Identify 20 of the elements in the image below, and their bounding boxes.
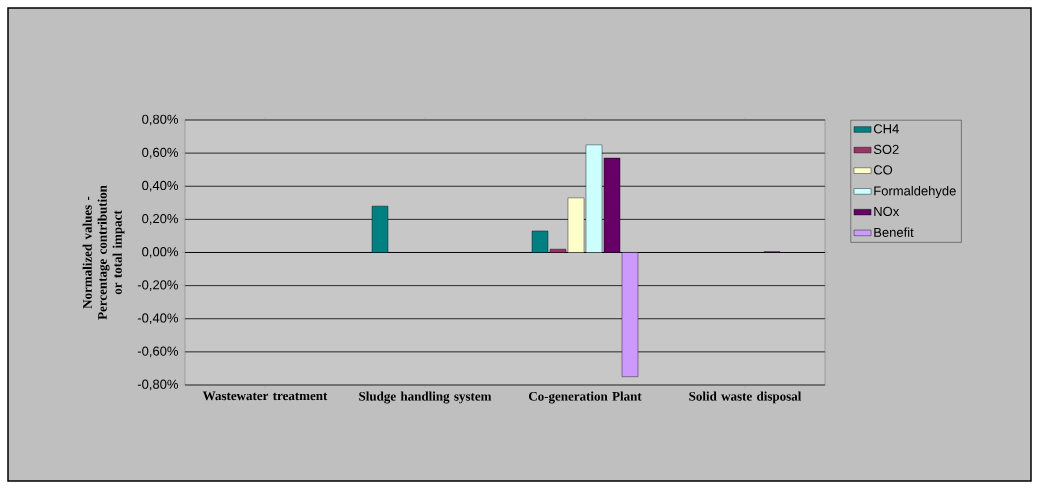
legend-label: CO: [873, 165, 893, 175]
legend-label: CH4: [873, 124, 899, 134]
legend-label: Benefit: [874, 227, 914, 237]
x-tick-label: Solid waste disposal: [689, 391, 802, 404]
y-tick-label: 0,20%: [142, 214, 179, 225]
y-tick-label: -0,20%: [137, 280, 179, 291]
y-tick-label: 0,80%: [142, 114, 179, 126]
y-tick-label: -0,40%: [137, 313, 179, 325]
y-axis-title: Normalized values - Percentage contribution or total impact: [82, 185, 125, 320]
x-tick-label: Co-generation Plant: [528, 391, 642, 404]
y-tick-label: -0,60%: [137, 346, 179, 358]
x-tick-label: Wastewater treatment: [202, 391, 328, 401]
y-tick-label: -0,80%: [137, 379, 179, 391]
y-tick-label: 0,60%: [142, 147, 179, 159]
legend-label: NOx: [874, 206, 900, 217]
x-tick-label: Sludge handling system: [359, 391, 492, 404]
y-tick-label: 0,40%: [142, 180, 179, 192]
legend-label: SO2: [873, 144, 899, 154]
legend-label: Formaldehyde: [874, 185, 956, 199]
y-tick-label: 0,00%: [142, 247, 179, 258]
